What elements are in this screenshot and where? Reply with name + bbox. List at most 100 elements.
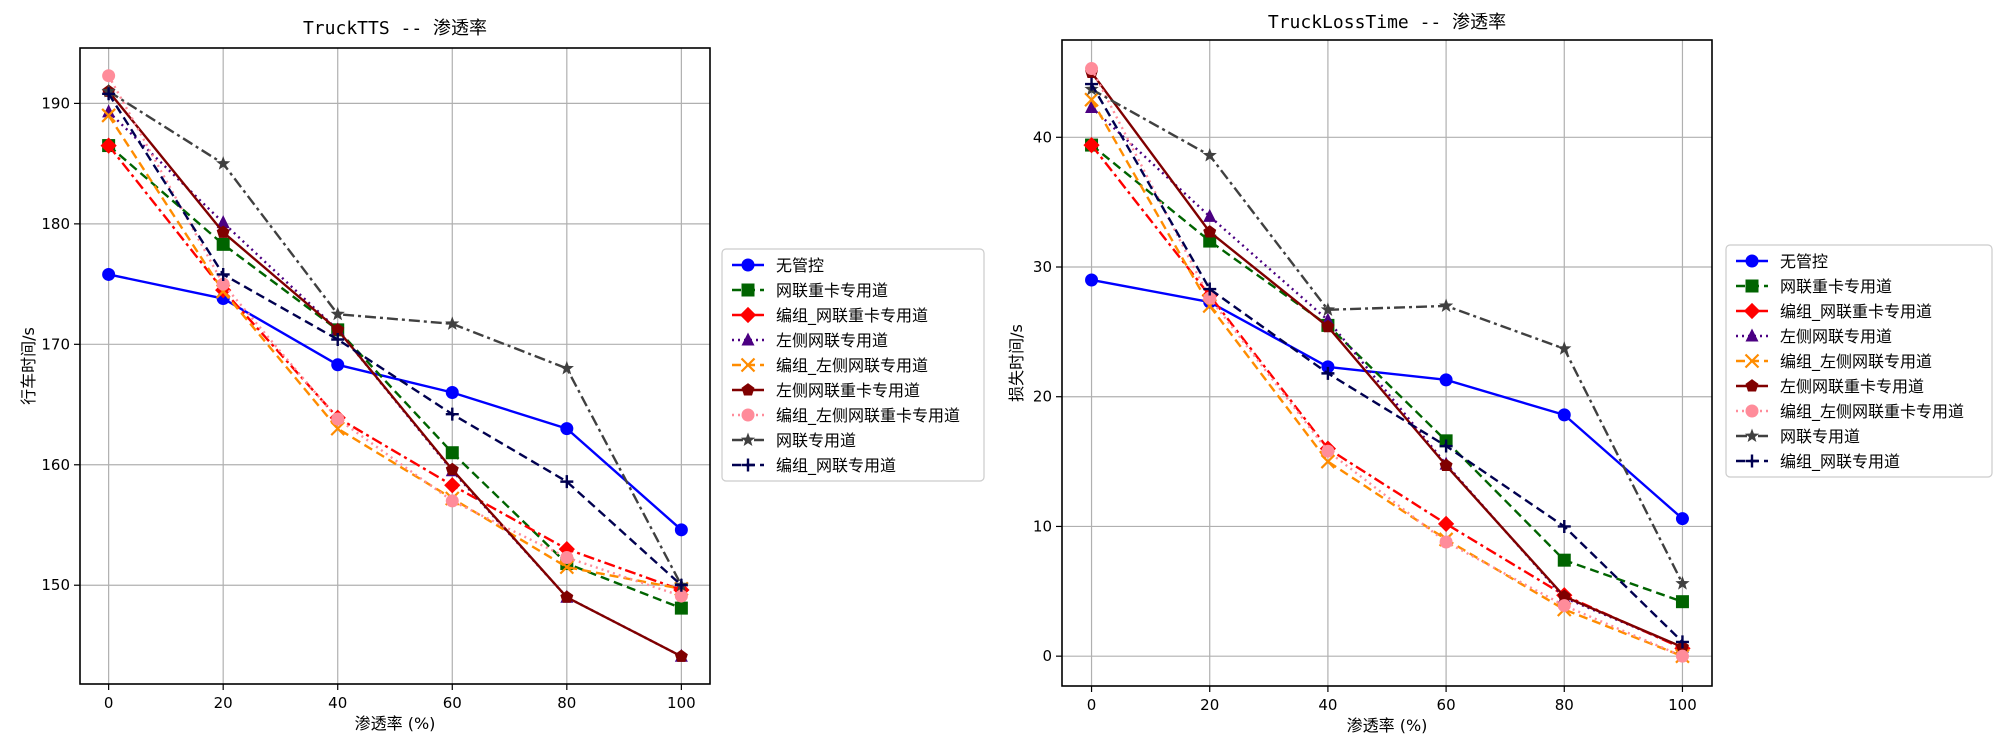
data-point [331,333,345,346]
data-point [1557,408,1571,422]
legend-item: 左侧网联专用道 [732,331,888,350]
series-5 [1085,65,1689,653]
x-tick-label: 60 [1437,696,1456,714]
legend-item: 网联专用道 [732,431,856,450]
legend-item: 左侧网联重卡专用道 [732,381,920,400]
series-line [107,90,682,658]
legend-label: 网联重卡专用道 [776,281,888,300]
legend-label: 编组_左侧网联重卡专用道 [1780,402,1964,422]
legend: 无管控网联重卡专用道编组_网联重卡专用道左侧网联专用道编组_左侧网联专用道左侧网… [1725,244,1993,478]
legend-label: 网联专用道 [1780,427,1860,446]
y-tick-label: 30 [1033,258,1052,276]
data-point [1203,282,1217,296]
legend-label: 左侧网联专用道 [1780,327,1892,346]
data-point [1085,62,1099,76]
chart-title: TruckTTS -- 渗透率 [303,18,487,39]
data-point [1437,515,1455,532]
y-tick-label: 40 [1033,128,1052,146]
legend-marker [1744,428,1760,443]
legend-item: 编组_左侧网联重卡专用道 [1736,402,1964,422]
x-tick-label: 100 [667,694,696,712]
x-tick-label: 100 [1668,696,1697,714]
series-line [107,114,682,591]
legend-label: 左侧网联专用道 [776,331,888,350]
data-point [559,360,574,375]
x-tick-label: 0 [104,694,114,712]
y-tick-label: 170 [41,335,70,353]
data-point [1203,225,1217,238]
data-point [674,589,688,603]
data-point [330,306,345,321]
data-point [1320,454,1336,469]
y-tick-label: 180 [41,215,70,233]
ticks: 0 20 40 60 80 100 0 10 20 30 40 [1033,128,1697,714]
legend-marker [741,283,755,297]
data-point [1557,519,1571,533]
chart-truck-tts: TruckTTS -- 渗透率 0 20 40 60 80 100 150 160 170 180… [19,18,985,733]
data-point [102,104,116,118]
data-point [102,87,116,101]
data-point [445,446,459,460]
series-6 [1085,62,1689,663]
x-tick-label: 80 [1555,696,1574,714]
data-point [1675,635,1689,649]
data-point [1439,458,1453,471]
legend-item: 网联重卡专用道 [732,281,888,300]
y-tick-label: 20 [1033,388,1052,406]
data-point [216,277,230,291]
legend-item: 编组_左侧网联重卡专用道 [732,406,960,426]
data-point [1320,302,1336,316]
series-line [107,110,682,658]
legend-marker [1745,404,1759,418]
data-point [674,578,688,592]
data-point [1439,535,1453,549]
data-point [445,494,459,508]
legend-marker [740,432,756,447]
legend-label: 左侧网联重卡专用道 [1780,377,1924,396]
data-point [560,590,574,603]
series-line [108,273,683,531]
series-line [1090,106,1683,649]
data-point [1321,319,1335,333]
legend-label: 网联专用道 [776,431,856,450]
data-point [1675,512,1689,526]
series-7 [1084,81,1690,590]
grid [1062,40,1712,686]
legend: 无管控网联重卡专用道编组_网联重卡专用道左侧网联专用道编组_左侧网联专用道左侧网… [721,248,985,482]
legend-item: 左侧网联专用道 [1736,327,1892,346]
series-line [1090,99,1683,658]
legend-frame [1725,244,1993,478]
legend-label: 编组_左侧网联专用道 [1780,352,1932,372]
data-point [444,477,461,494]
data-point [1557,341,1572,355]
legend-item: 编组_左侧网联专用道 [1736,352,1932,372]
legend-item: 网联专用道 [1736,427,1860,446]
series-line [1091,278,1684,520]
data-point [445,386,459,399]
plot-frame [1061,39,1713,687]
legend-label: 左侧网联重卡专用道 [776,381,920,400]
data-point [1557,599,1571,613]
legend-item: 编组_左侧网联专用道 [732,356,928,376]
data-point [1557,589,1571,603]
data-point [1557,553,1571,567]
data-point [216,237,230,251]
legend-marker [741,332,755,346]
data-point [1085,99,1099,113]
legend-item: 左侧网联重卡专用道 [1736,377,1924,396]
series-0 [102,267,688,537]
data-point [1439,373,1453,387]
legend-marker [1745,328,1759,342]
data-point [1438,298,1454,312]
series-8 [1085,77,1689,649]
legend-marker [1745,379,1759,392]
data-point [100,137,117,154]
legend-label: 编组_网联重卡专用道 [1780,302,1932,322]
series-line [107,93,683,587]
legend-item: 编组_网联专用道 [1736,452,1900,472]
legend-item: 无管控 [732,256,824,275]
data-point [674,523,688,537]
legend-label: 无管控 [1780,252,1828,271]
series-line [1090,88,1684,585]
legend-marker [741,383,755,396]
